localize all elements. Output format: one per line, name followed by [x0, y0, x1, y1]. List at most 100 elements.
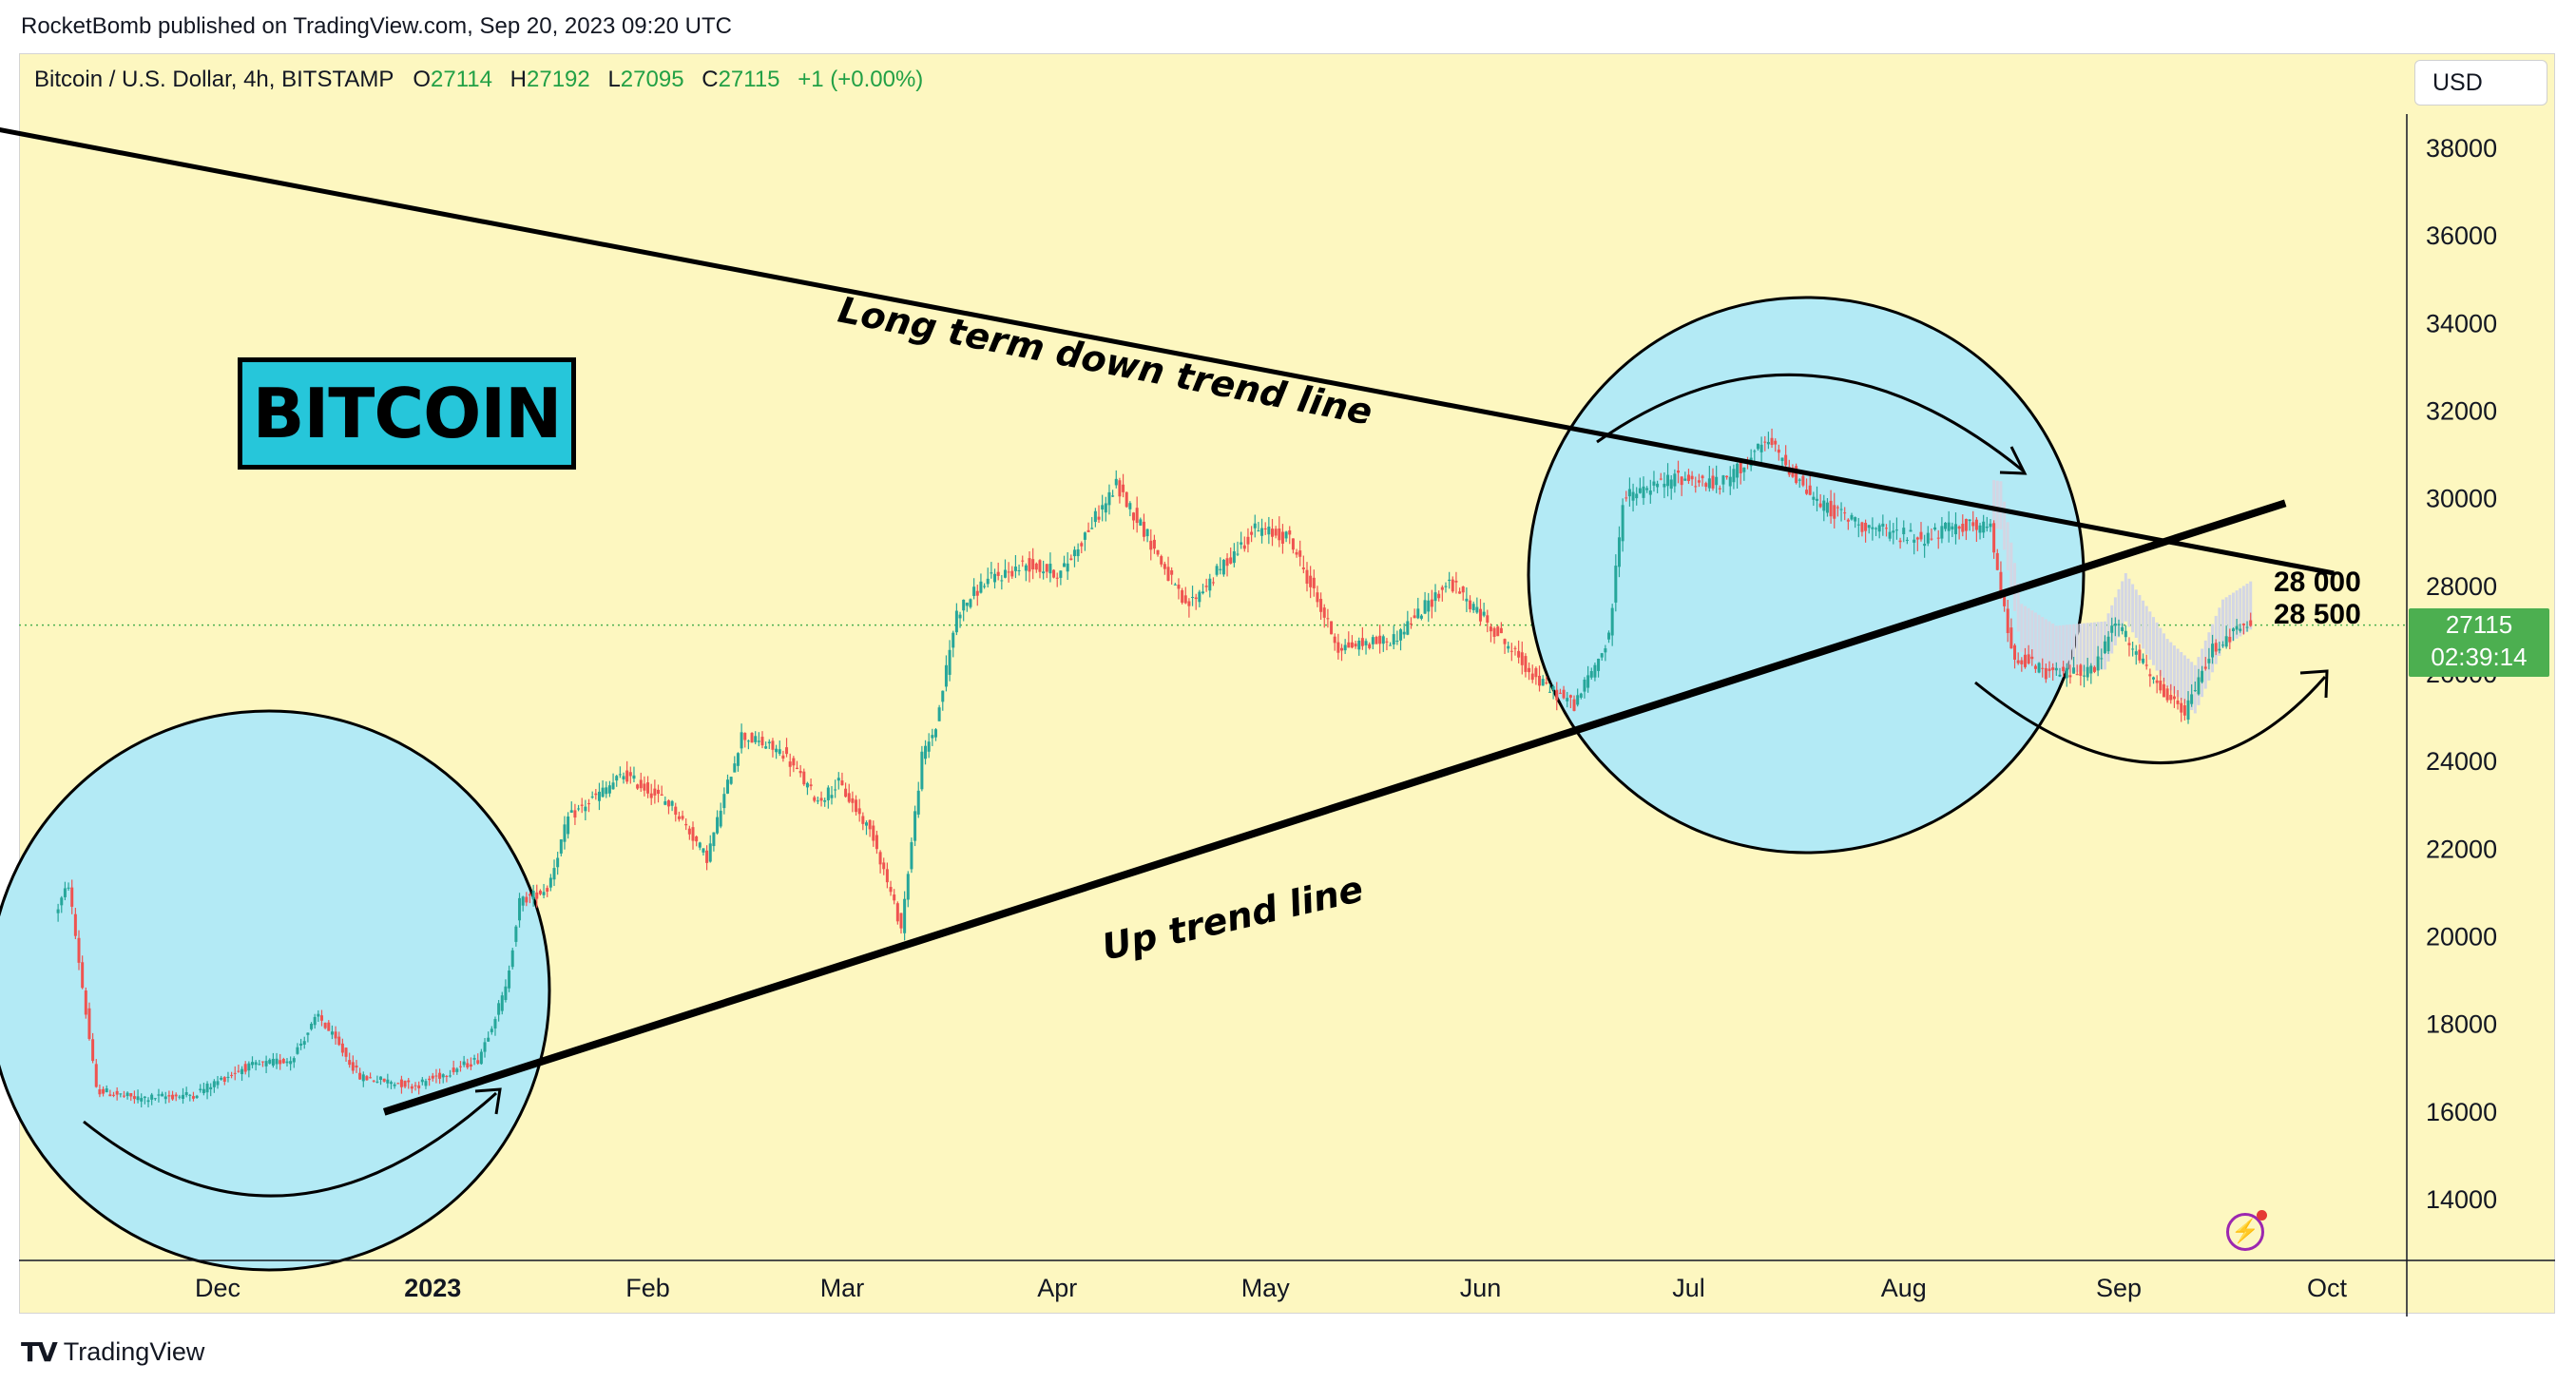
candle-body — [1833, 505, 1836, 519]
candle-body — [230, 1074, 234, 1076]
candle-body — [1364, 641, 1368, 645]
candle-body — [1971, 522, 1975, 527]
candle-body — [757, 740, 760, 742]
candle-body — [497, 1003, 501, 1015]
candle-body — [1933, 527, 1937, 530]
candle-body — [212, 1081, 216, 1087]
candle-body — [1545, 682, 1548, 684]
candle-body — [937, 707, 941, 721]
x-tick-label: May — [1241, 1274, 1291, 1302]
candle-body — [1177, 585, 1181, 589]
candle-body — [1458, 591, 1462, 594]
candle-body — [1284, 531, 1288, 539]
candle-body — [396, 1083, 400, 1085]
candle-body — [1427, 600, 1431, 612]
candle-body — [1753, 451, 1757, 452]
candle-body — [2079, 664, 2083, 676]
candle-body — [2218, 648, 2221, 651]
candle-body — [767, 741, 771, 743]
candle-body — [1774, 440, 1778, 445]
candle-body — [184, 1092, 188, 1096]
candle-body — [1229, 557, 1233, 564]
up-trend-label: Up trend line — [1098, 868, 1367, 969]
candle-body — [1854, 517, 1857, 522]
distribution-arrow — [1596, 373, 2024, 472]
candle-body — [81, 962, 85, 989]
candle-body — [622, 776, 625, 779]
candle-body — [1583, 680, 1586, 692]
candle-body — [2138, 649, 2142, 661]
candle-body — [504, 986, 508, 1001]
candle-body — [1042, 571, 1046, 574]
candle-body — [2127, 643, 2131, 645]
candle-body — [247, 1063, 251, 1071]
candle-body — [584, 806, 587, 812]
candle-body — [2047, 668, 2051, 671]
candle-body — [861, 816, 865, 824]
candle-body — [2224, 636, 2228, 647]
tradingview-logo-icon: TV — [21, 1336, 58, 1368]
candle-body — [528, 894, 531, 896]
candle-body — [990, 572, 993, 574]
candle-body — [754, 736, 758, 742]
candle-body — [1271, 529, 1274, 537]
candle-body — [872, 825, 875, 841]
candle-body — [1732, 469, 1736, 483]
candle-body — [1440, 586, 1444, 590]
candle-body — [920, 751, 924, 790]
candle-body — [1097, 516, 1101, 520]
candle-body — [1507, 645, 1510, 649]
candle-body — [1961, 523, 1965, 532]
currency-button[interactable]: USD — [2414, 60, 2547, 106]
candle-body — [296, 1047, 299, 1054]
candle-body — [594, 793, 598, 796]
candle-body — [2113, 623, 2117, 626]
candle-body — [1139, 519, 1143, 526]
candle-body — [670, 800, 674, 806]
candle-body — [569, 810, 573, 813]
candle-body — [972, 586, 976, 596]
candle-body — [1433, 592, 1437, 602]
x-tick-label: Mar — [820, 1274, 865, 1302]
candle-body — [493, 1019, 497, 1028]
candle-body — [695, 836, 699, 842]
candle-body — [965, 602, 969, 606]
candle-body — [1562, 689, 1566, 699]
candle-body — [150, 1094, 154, 1100]
candle-body — [698, 842, 702, 848]
candle-body — [1614, 566, 1618, 603]
candle-body — [2009, 627, 2013, 649]
candle-body — [369, 1077, 373, 1079]
candle-body — [1513, 647, 1517, 649]
candle-body — [220, 1077, 223, 1080]
candle-body — [684, 823, 688, 826]
candle-body — [1048, 564, 1052, 574]
lightning-icon[interactable]: ⚡ — [2226, 1210, 2267, 1251]
candle-body — [1992, 523, 1996, 553]
tradingview-footer[interactable]: TV TradingView — [21, 1336, 204, 1368]
candle-body — [625, 770, 629, 782]
candle-body — [1517, 650, 1521, 658]
candle-body — [487, 1037, 490, 1042]
candle-body — [1101, 505, 1105, 510]
candle-body — [826, 787, 830, 800]
candle-body — [632, 775, 636, 779]
candle-body — [1326, 618, 1330, 620]
candle-body — [260, 1061, 264, 1063]
candle-body — [1951, 526, 1954, 529]
candle-body — [948, 649, 952, 675]
last-price: 27115 — [2445, 610, 2513, 639]
candle-body — [112, 1094, 116, 1096]
candle-body — [254, 1062, 258, 1066]
candle-body — [1551, 685, 1555, 690]
candle-body — [1683, 478, 1687, 481]
candle-body — [2159, 681, 2163, 691]
candle-body — [1395, 640, 1399, 642]
candle-body — [1031, 559, 1035, 569]
candle-body — [299, 1043, 303, 1047]
candle-body — [2092, 666, 2096, 672]
candle-body — [1142, 521, 1145, 537]
candle-body — [1437, 593, 1441, 599]
candle-body — [1166, 567, 1170, 581]
